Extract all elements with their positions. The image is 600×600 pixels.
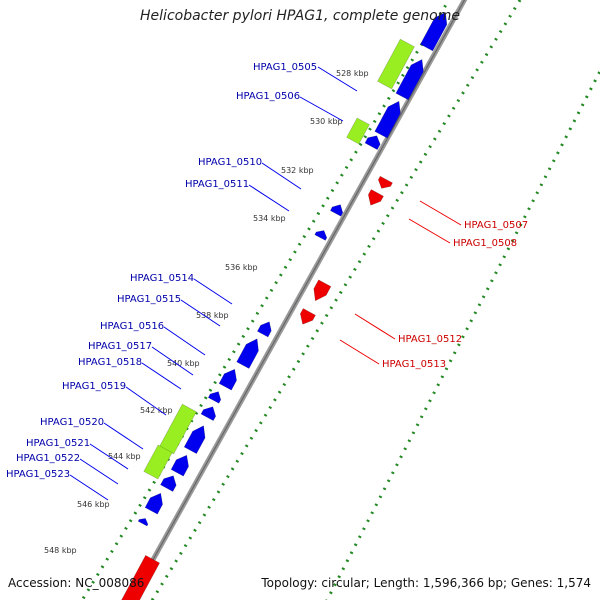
rna-feature-block[interactable] [377,38,415,90]
forward-gene-label[interactable]: HPAG1_0505 [253,62,317,73]
reverse-tick-track [325,67,600,600]
forward-gene-leader [317,66,358,92]
reverse-gene-leader [339,339,380,365]
rna-feature-block[interactable] [143,444,173,480]
forward-gene-leader [79,458,119,485]
reverse-gene-leader [408,218,451,244]
forward-gene-block[interactable] [330,204,344,217]
forward-gene-block[interactable] [170,454,189,477]
forward-gene-leader [141,362,182,390]
accession-label: Accession: NC_008086 [8,576,145,590]
reverse-gene-leader [354,313,396,340]
ruler-label: 528 kbp [336,69,369,78]
forward-gene-label[interactable]: HPAG1_0516 [100,321,164,332]
genome-summary: Topology: circular; Length: 1,596,366 bp… [261,576,591,590]
backbone-core [129,0,466,600]
forward-gene-label[interactable]: HPAG1_0510 [198,157,262,168]
forward-gene-block[interactable] [256,321,272,338]
genome-title: Helicobacter pylori HPAG1, complete geno… [140,8,460,24]
forward-gene-label[interactable]: HPAG1_0520 [40,417,104,428]
forward-gene-leader [261,162,302,190]
ruler-label: 546 kbp [77,500,110,509]
reverse-gene-label[interactable]: HPAG1_0512 [398,334,462,345]
ruler-label: 536 kbp [225,263,258,272]
forward-gene-leader [103,422,144,450]
reverse-gene-block[interactable] [299,308,316,325]
forward-gene-label[interactable]: HPAG1_0515 [117,294,181,305]
forward-gene-block[interactable] [144,492,163,515]
forward-gene-label[interactable]: HPAG1_0514 [130,273,194,284]
forward-gene-block[interactable] [364,135,381,151]
forward-gene-leader [299,96,344,122]
forward-gene-label[interactable]: HPAG1_0519 [62,381,126,392]
ruler-label: 532 kbp [281,166,314,175]
forward-gene-leader [193,278,233,305]
reverse-gene-block[interactable] [313,279,332,302]
forward-gene-block[interactable] [137,518,149,527]
forward-gene-label[interactable]: HPAG1_0521 [26,438,90,449]
ruler-label: 534 kbp [253,214,286,223]
forward-gene-leader [180,299,221,327]
forward-gene-block[interactable] [314,230,328,241]
forward-gene-label[interactable]: HPAG1_0518 [78,357,142,368]
reverse-gene-block[interactable] [377,175,393,189]
forward-gene-block[interactable] [236,338,259,369]
forward-gene-block[interactable] [207,391,222,404]
reverse-gene-label[interactable]: HPAG1_0507 [464,220,528,231]
forward-gene-block[interactable] [183,425,206,455]
forward-gene-block[interactable] [218,368,237,391]
ruler-label: 548 kbp [44,546,77,555]
ruler-label: 540 kbp [167,359,200,368]
reverse-gene-label[interactable]: HPAG1_0508 [453,238,517,249]
forward-gene-block[interactable] [395,59,424,101]
forward-gene-label[interactable]: HPAG1_0506 [236,91,300,102]
rna-feature-block[interactable] [346,117,370,145]
reverse-gene-block[interactable] [367,189,384,206]
reverse-gene-label[interactable]: HPAG1_0513 [382,359,446,370]
forward-gene-leader [89,443,129,470]
ruler-label: 538 kbp [196,311,229,320]
ruler-tick-track [80,0,451,600]
forward-gene-label[interactable]: HPAG1_0511 [185,179,249,190]
forward-tick-track [150,0,522,600]
forward-gene-leader [151,346,194,376]
ruler-label: 542 kbp [140,406,173,415]
forward-gene-block[interactable] [419,11,448,52]
forward-gene-leader [69,474,109,501]
forward-gene-label[interactable]: HPAG1_0522 [16,453,80,464]
reverse-gene-leader [419,200,462,226]
reverse-gene-block[interactable] [118,554,161,600]
forward-gene-label[interactable]: HPAG1_0517 [88,341,152,352]
forward-gene-leader [248,184,290,212]
forward-gene-leader [163,326,206,356]
forward-gene-leader [125,386,167,416]
forward-gene-label[interactable]: HPAG1_0523 [6,469,70,480]
forward-gene-block[interactable] [374,100,401,139]
forward-gene-block[interactable] [160,475,177,492]
ruler-label: 544 kbp [108,452,141,461]
ruler-label: 530 kbp [310,117,343,126]
forward-gene-block[interactable] [200,406,217,422]
